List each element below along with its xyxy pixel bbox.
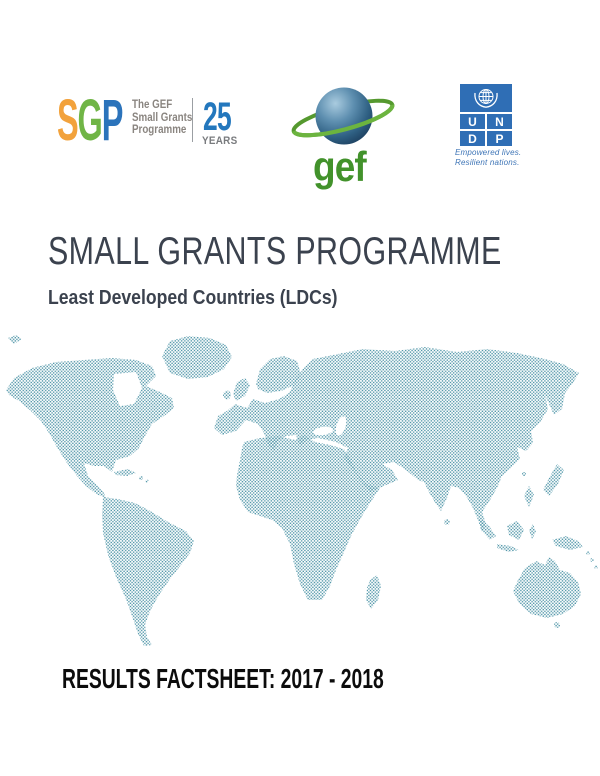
un-emblem-icon	[474, 89, 498, 108]
page-title: SMALL GRANTS PROGRAMME	[48, 230, 502, 273]
caribbean-cuba	[114, 469, 136, 476]
caspian-sea	[335, 416, 347, 436]
greenland	[162, 336, 232, 379]
arctic-island	[8, 335, 22, 344]
scandinavia	[256, 356, 301, 393]
sgp-logo: SGP The GEF Small Grants Programme 25 YE…	[57, 92, 242, 160]
sulawesi	[529, 524, 536, 539]
page-subtitle: Least Developed Countries (LDCs)	[48, 287, 338, 309]
gef-logo: gef	[290, 85, 396, 190]
madagascar	[366, 575, 381, 609]
dotted-world-map	[6, 335, 598, 646]
sgp-divider-line	[192, 98, 193, 142]
undp-letter-d: D	[460, 131, 485, 146]
gef-globe-icon	[291, 87, 395, 145]
sgp-name-line-2: Small Grants	[132, 111, 193, 124]
black-sea	[313, 426, 333, 436]
british-isles	[233, 378, 250, 401]
sgp-letter-g: G	[77, 88, 103, 153]
hudson-bay	[113, 372, 142, 406]
undp-box: U N D P	[460, 84, 512, 146]
pacific-island	[594, 565, 598, 569]
ireland	[223, 390, 231, 400]
taiwan	[522, 472, 526, 476]
java	[497, 544, 519, 552]
continent-africa	[236, 435, 380, 600]
sgp-name-line-1: The GEF	[132, 99, 173, 111]
caribbean-island	[139, 476, 143, 480]
borneo	[507, 521, 524, 540]
undp-tagline: Empowered lives. Resilient nations.	[455, 148, 521, 167]
sgp-letter-p: P	[101, 88, 124, 153]
continent-eurasia	[214, 347, 579, 532]
sgp-name-line-3: Programme	[132, 124, 187, 136]
sgp-anniversary-number: 25	[203, 95, 232, 139]
undp-tagline-line-1: Empowered lives.	[455, 148, 522, 157]
undp-letter-grid: U N D P	[460, 112, 512, 146]
sgp-anniversary-label: YEARS	[202, 135, 238, 147]
gef-wordmark: gef	[313, 143, 367, 190]
footer-title: RESULTS FACTSHEET: 2017 - 2018	[62, 663, 384, 694]
continent-australia	[513, 557, 581, 618]
sgp-letter-s: S	[57, 88, 79, 153]
new-guinea	[552, 536, 583, 550]
continent-north-america	[6, 358, 174, 498]
undp-letter-p: P	[487, 131, 512, 146]
philippines	[524, 486, 534, 507]
sri-lanka	[444, 519, 450, 525]
continent-south-america	[102, 497, 194, 646]
undp-letter-u: U	[460, 114, 485, 129]
sumatra	[479, 518, 496, 540]
undp-tagline-line-2: Resilient nations.	[455, 157, 520, 167]
undp-logo: U N D P Empowered lives. Resilient natio…	[452, 84, 542, 169]
tasmania	[554, 622, 560, 628]
sgp-wordmark: SGP	[57, 92, 123, 150]
pacific-island	[590, 558, 594, 562]
caribbean-island	[145, 479, 149, 483]
undp-letter-n: N	[487, 114, 512, 129]
sgp-name-lines: The GEF Small Grants Programme	[132, 99, 192, 137]
japan	[543, 464, 564, 496]
pacific-island	[586, 551, 590, 555]
